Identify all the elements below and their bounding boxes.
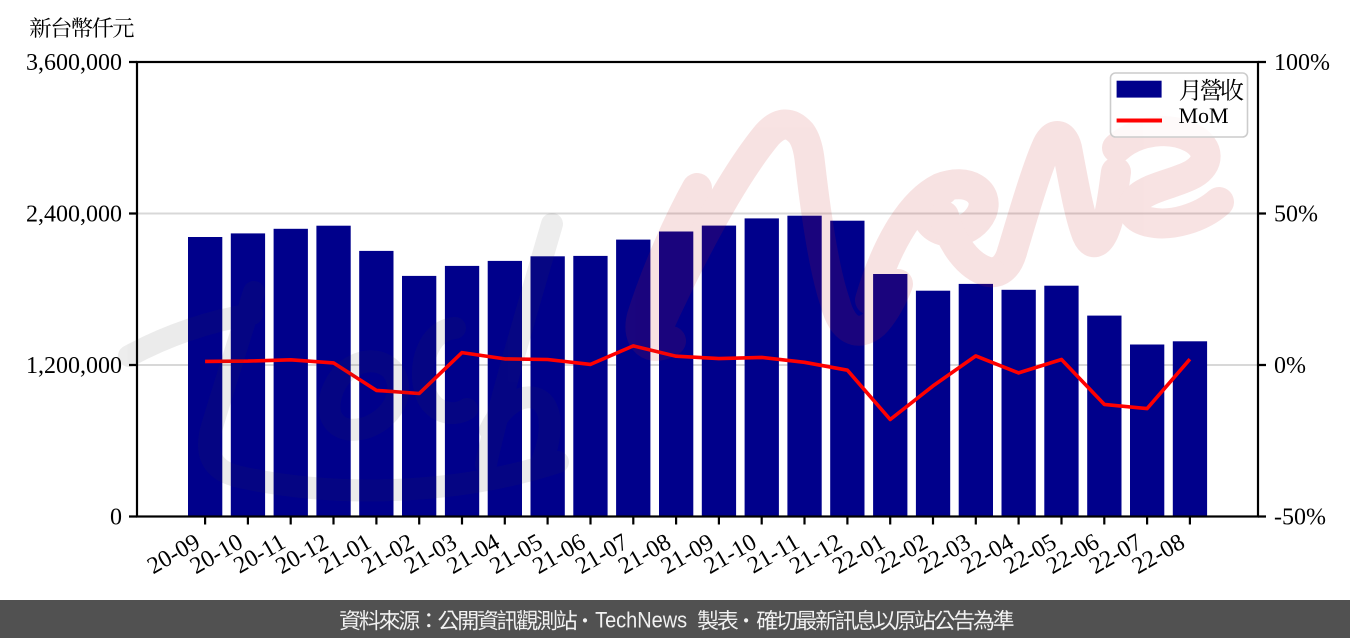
- svg-text:0: 0: [110, 505, 122, 531]
- svg-text:100%: 100%: [1274, 50, 1330, 76]
- svg-text:MoM: MoM: [1179, 103, 1229, 128]
- svg-text:50%: 50%: [1274, 202, 1318, 228]
- svg-text:1,200,000: 1,200,000: [26, 353, 122, 379]
- svg-text:0%: 0%: [1274, 353, 1306, 379]
- svg-text:TechNews: TechNews: [595, 608, 687, 633]
- svg-text:3,600,000: 3,600,000: [26, 50, 122, 76]
- svg-text:-50%: -50%: [1274, 505, 1326, 531]
- svg-text:2,400,000: 2,400,000: [26, 202, 122, 228]
